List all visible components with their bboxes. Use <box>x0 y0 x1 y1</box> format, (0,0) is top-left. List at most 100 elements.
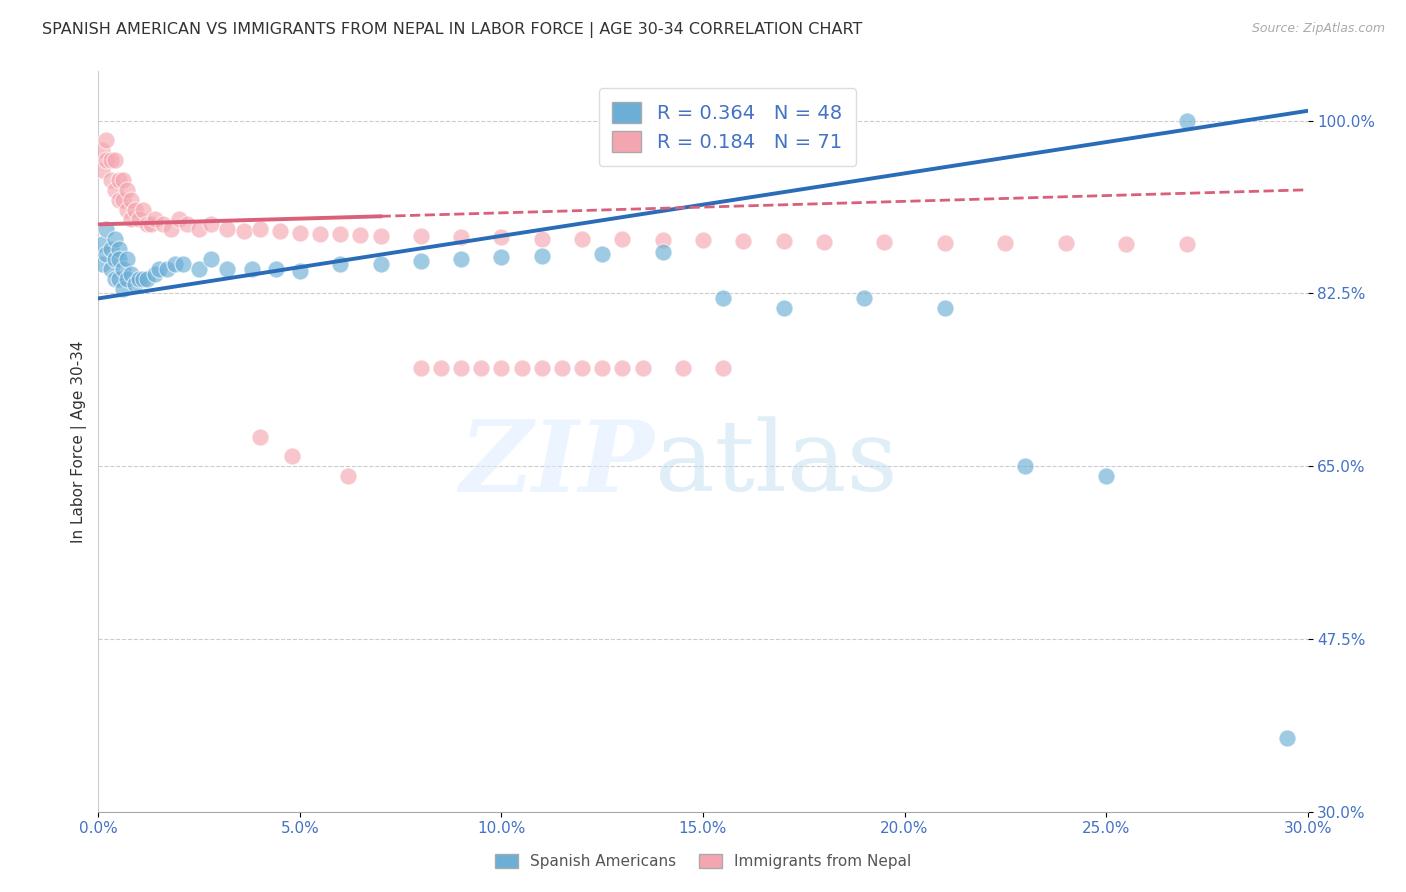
Point <box>370 257 392 271</box>
Point <box>100 173 122 187</box>
Point <box>120 267 142 281</box>
Point <box>217 261 239 276</box>
Point <box>91 237 114 252</box>
Point <box>409 253 432 268</box>
Point <box>1095 469 1118 483</box>
Point <box>269 224 291 238</box>
Point <box>132 202 155 217</box>
Y-axis label: In Labor Force | Age 30-34: In Labor Force | Age 30-34 <box>72 340 87 543</box>
Point <box>370 229 392 244</box>
Point <box>100 153 122 168</box>
Point <box>120 212 142 227</box>
Point <box>337 469 360 483</box>
Point <box>91 257 114 271</box>
Point <box>651 245 673 260</box>
Point <box>772 234 794 248</box>
Point <box>96 133 118 147</box>
Point <box>491 250 513 264</box>
Point <box>692 233 714 247</box>
Point <box>349 228 371 243</box>
Point <box>329 227 352 242</box>
Point <box>128 271 150 285</box>
Point <box>91 163 114 178</box>
Point <box>188 222 211 236</box>
Point <box>430 360 453 375</box>
Point <box>1115 237 1137 252</box>
Point <box>450 252 472 266</box>
Point <box>491 230 513 244</box>
Point <box>143 212 166 227</box>
Point <box>571 232 593 246</box>
Point <box>107 271 129 285</box>
Legend: Spanish Americans, Immigrants from Nepal: Spanish Americans, Immigrants from Nepal <box>489 848 917 875</box>
Point <box>103 153 125 168</box>
Point <box>152 218 174 232</box>
Point <box>135 218 157 232</box>
Point <box>103 271 125 285</box>
Point <box>1175 113 1198 128</box>
Point <box>148 261 170 276</box>
Text: Source: ZipAtlas.com: Source: ZipAtlas.com <box>1251 22 1385 36</box>
Point <box>139 218 162 232</box>
Legend: R = 0.364   N = 48, R = 0.184   N = 71: R = 0.364 N = 48, R = 0.184 N = 71 <box>599 88 856 166</box>
Point <box>103 252 125 266</box>
Point <box>470 360 492 375</box>
Point <box>111 173 134 187</box>
Point <box>309 227 332 242</box>
Point <box>111 281 134 295</box>
Point <box>1014 459 1036 474</box>
Point <box>450 360 472 375</box>
Point <box>1277 731 1299 745</box>
Point <box>672 360 695 375</box>
Point <box>813 235 835 249</box>
Point <box>200 218 222 232</box>
Point <box>167 212 190 227</box>
Point <box>530 232 553 246</box>
Point <box>172 257 194 271</box>
Point <box>232 224 254 238</box>
Point <box>107 252 129 266</box>
Point <box>329 257 352 271</box>
Point <box>591 360 613 375</box>
Point <box>631 360 654 375</box>
Point <box>96 153 118 168</box>
Point <box>163 257 186 271</box>
Point <box>281 450 304 464</box>
Point <box>115 252 138 266</box>
Point <box>128 212 150 227</box>
Point <box>103 232 125 246</box>
Point <box>107 193 129 207</box>
Point <box>160 222 183 236</box>
Text: atlas: atlas <box>655 416 897 512</box>
Point <box>100 242 122 256</box>
Point <box>612 360 634 375</box>
Point <box>571 360 593 375</box>
Point <box>115 271 138 285</box>
Point <box>409 229 432 244</box>
Text: ZIP: ZIP <box>460 416 655 512</box>
Point <box>111 193 134 207</box>
Text: SPANISH AMERICAN VS IMMIGRANTS FROM NEPAL IN LABOR FORCE | AGE 30-34 CORRELATION: SPANISH AMERICAN VS IMMIGRANTS FROM NEPA… <box>42 22 862 38</box>
Point <box>934 236 956 251</box>
Point <box>96 222 118 236</box>
Point <box>873 235 896 249</box>
Point <box>288 226 311 240</box>
Point <box>143 267 166 281</box>
Point <box>240 261 263 276</box>
Point <box>156 261 179 276</box>
Point <box>111 261 134 276</box>
Point <box>200 252 222 266</box>
Point <box>1175 237 1198 252</box>
Point <box>651 233 673 247</box>
Point <box>612 232 634 246</box>
Point <box>530 249 553 263</box>
Point <box>409 360 432 375</box>
Point <box>551 360 574 375</box>
Point <box>1054 236 1077 251</box>
Point <box>100 261 122 276</box>
Point <box>530 360 553 375</box>
Point <box>491 360 513 375</box>
Point <box>510 360 533 375</box>
Point <box>132 271 155 285</box>
Point <box>853 292 876 306</box>
